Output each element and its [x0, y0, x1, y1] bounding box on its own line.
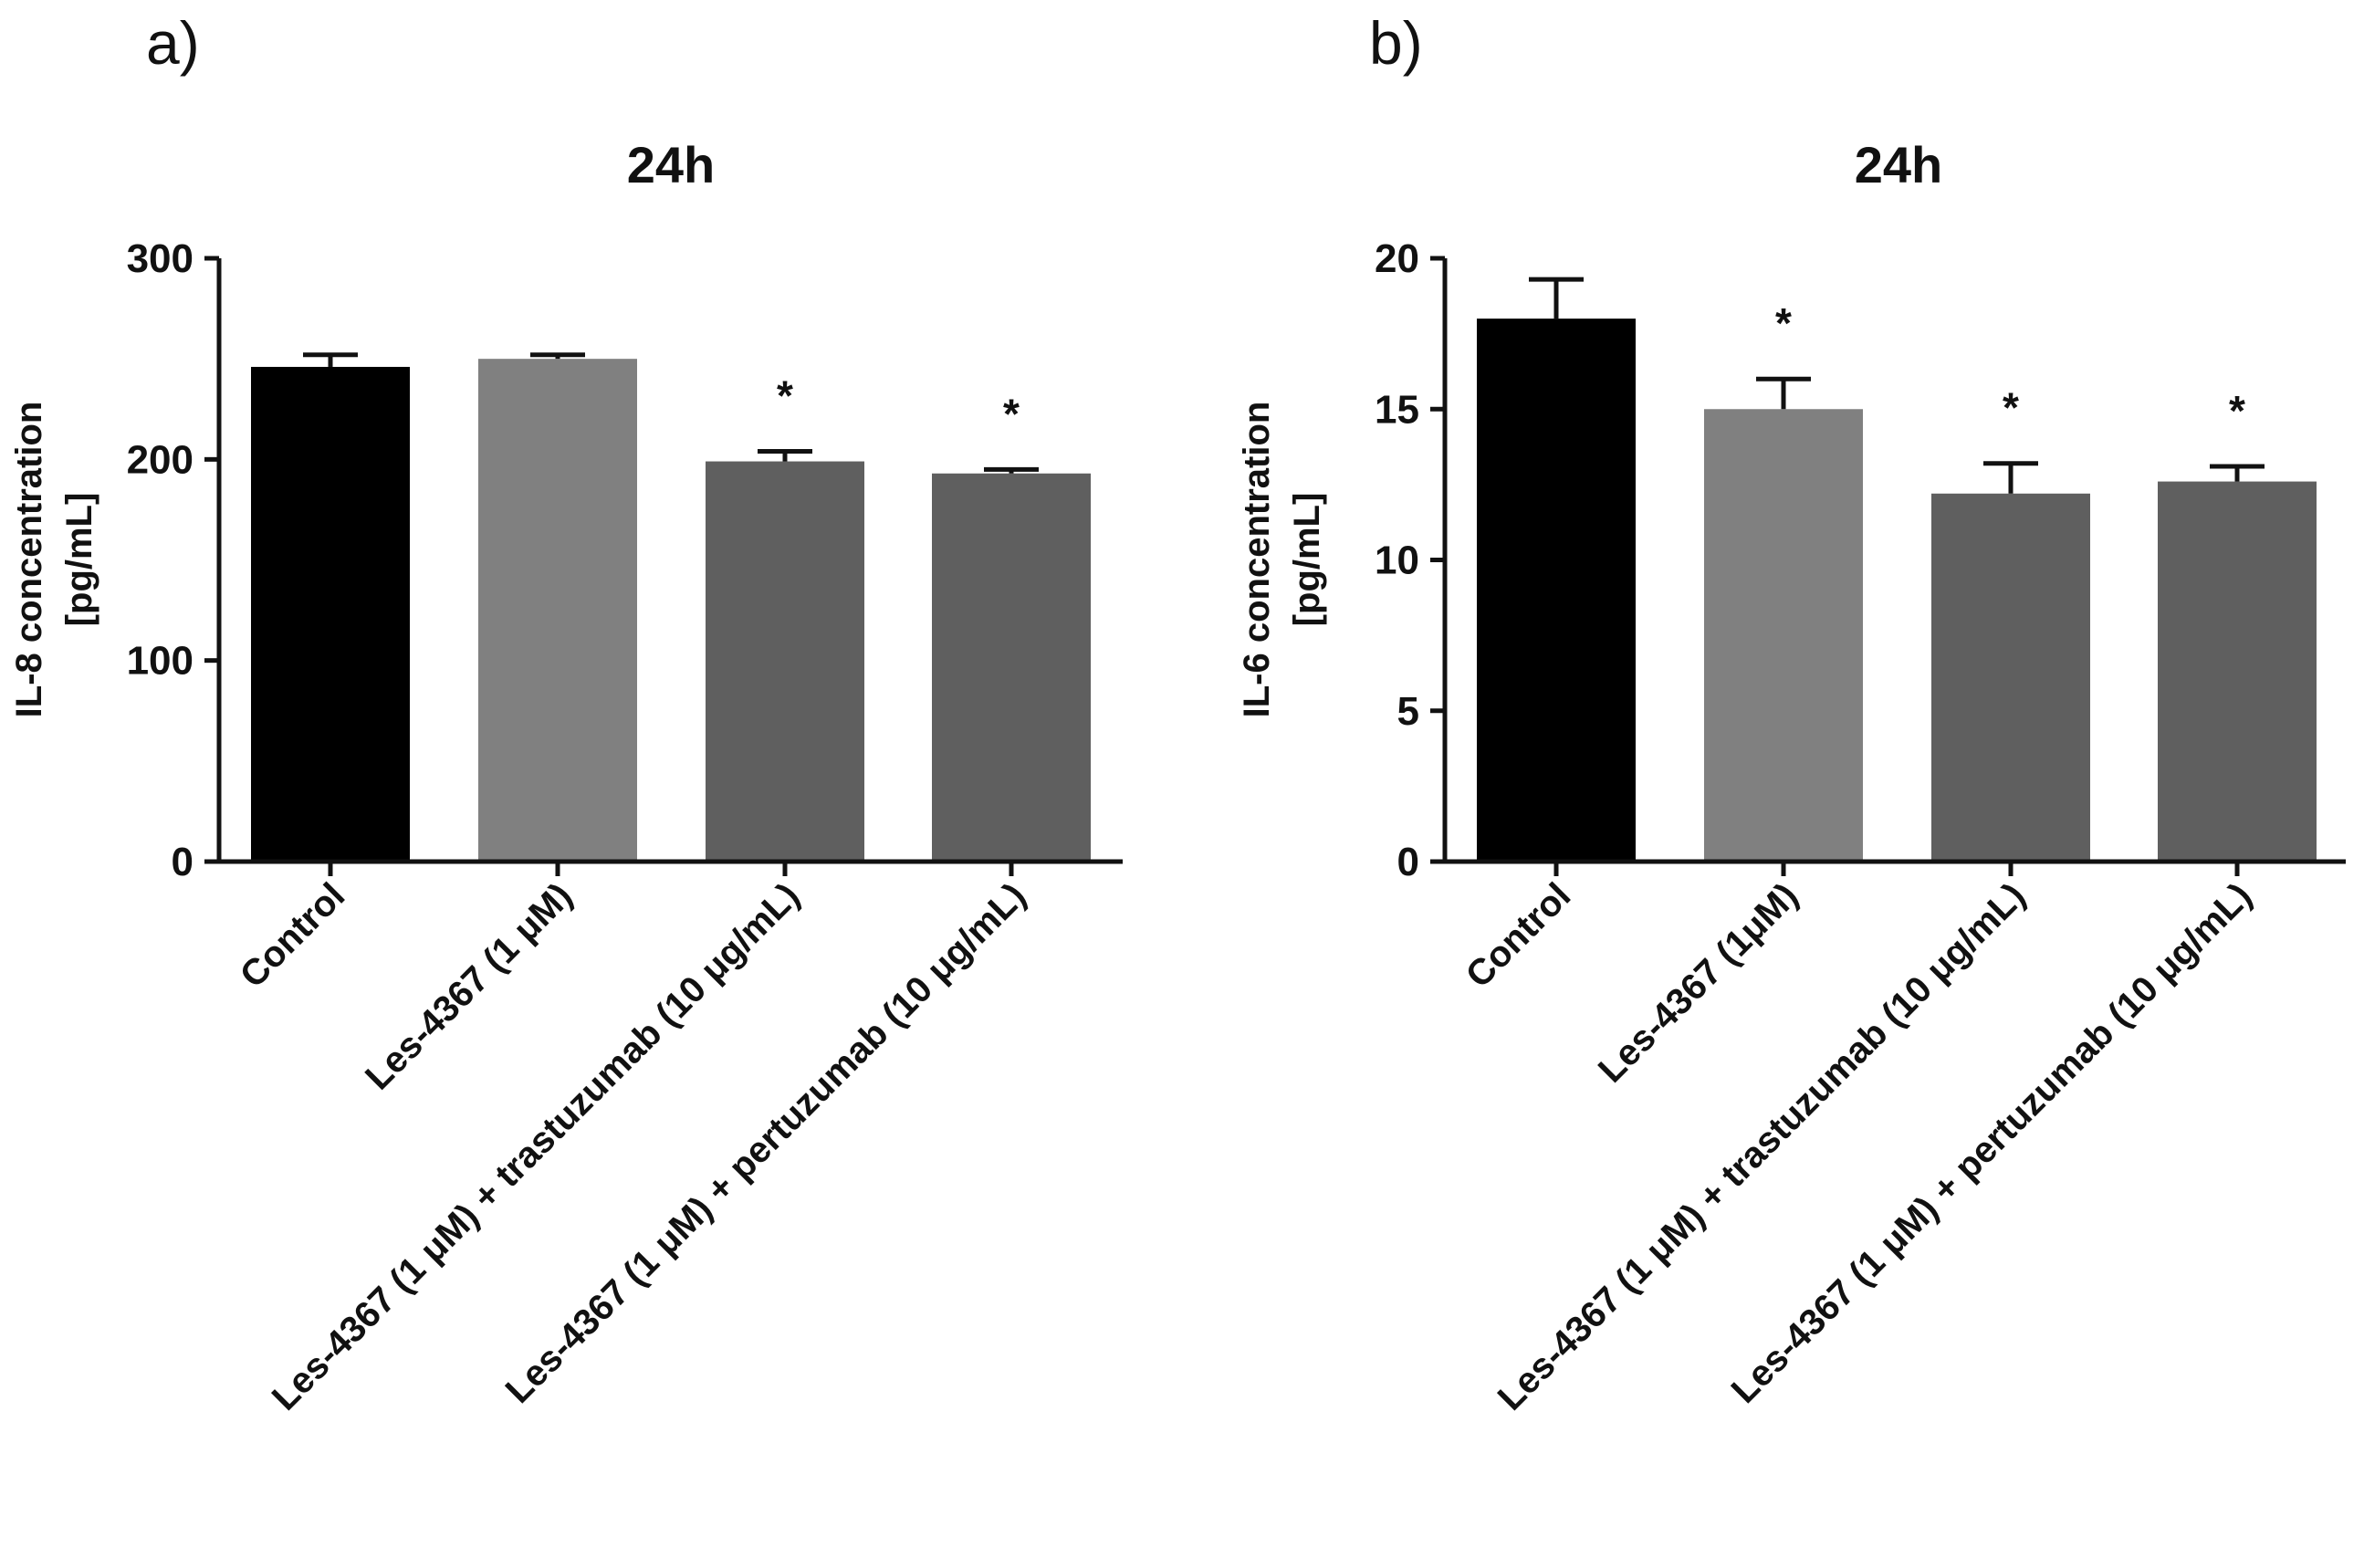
y-tick-label: 0 [172, 840, 194, 884]
bar [932, 473, 1091, 862]
bar [2158, 481, 2317, 862]
y-axis-unit-label: [pg/mL] [59, 493, 99, 627]
y-tick-label: 200 [127, 437, 194, 482]
y-tick-label: 15 [1375, 387, 1419, 432]
x-tick-label: Les-4367 (1 μM) + pertuzumab (10 μg/mL) [498, 875, 1034, 1411]
chart-title: 24h [1855, 136, 1943, 193]
x-tick-label: Les-4367 (1 μM) + trastuzumab (10 μg/mL) [265, 875, 808, 1418]
bar [478, 359, 637, 862]
x-tick-label: Les-4367 (1μM) [1591, 875, 1805, 1090]
y-tick-label: 100 [127, 639, 194, 684]
significance-marker: * [777, 372, 793, 420]
y-tick-label: 0 [1397, 840, 1419, 884]
significance-marker: * [2229, 387, 2245, 434]
bar [1931, 493, 2090, 862]
y-tick-label: 10 [1375, 538, 1419, 583]
bar [706, 461, 864, 862]
significance-marker: * [1003, 390, 1020, 437]
x-tick-label: Control [233, 875, 353, 996]
chart-panel-b: b) 24h IL-6 concentration [pg/mL] * * * 0 5 10 15 2… [1237, 9, 2346, 1418]
bar [1477, 319, 1636, 862]
panel-label: b) [1369, 9, 1423, 77]
x-tick-label: Les-4367 (1 μM) + pertuzumab (10 μg/mL) [1724, 875, 2260, 1411]
panel-label: a) [146, 9, 200, 77]
y-tick-label: 20 [1375, 236, 1419, 281]
significance-marker: * [2003, 384, 2019, 432]
x-tick-label: Les-4367 (1 μM) + trastuzumab (10 μg/mL) [1491, 875, 2034, 1418]
chart-panel-a: a) 24h IL-8 concentration [pg/mL] * * 0 100 200 3… [9, 9, 1123, 1418]
significance-marker: * [1775, 299, 1792, 347]
x-tick-label: Les-4367 (1 μM) [358, 875, 580, 1097]
y-axis-label: IL-8 concentration [9, 402, 49, 718]
x-tick-label: Control [1459, 875, 1579, 996]
bar [1704, 409, 1863, 862]
bar [251, 366, 410, 862]
chart-title: 24h [627, 136, 716, 193]
y-tick-label: 300 [127, 236, 194, 281]
y-axis-unit-label: [pg/mL] [1287, 493, 1327, 627]
y-axis-label: IL-6 concentration [1237, 402, 1277, 718]
y-tick-label: 5 [1397, 689, 1419, 734]
